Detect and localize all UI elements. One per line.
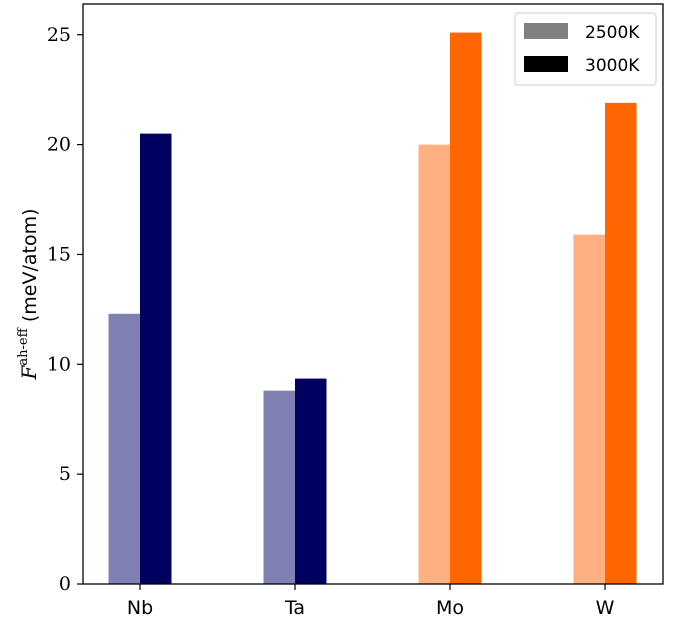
bar-mo-2500k bbox=[418, 144, 450, 584]
bar-w-3000k bbox=[605, 102, 637, 584]
y-axis-label: Fah-eff (meV/atom) bbox=[16, 209, 41, 381]
y-tick-label-15: 15 bbox=[47, 243, 71, 265]
x-axis: Nb Ta Mo W bbox=[127, 584, 615, 619]
bar-mo-3000k bbox=[450, 32, 482, 584]
y-axis: 0 5 10 15 20 25 bbox=[47, 24, 83, 595]
y-tick-label-25: 25 bbox=[47, 24, 71, 46]
ylabel-superscript: ah-eff bbox=[16, 326, 31, 365]
x-tick-label-mo: Mo bbox=[436, 597, 464, 619]
y-tick-label-0: 0 bbox=[59, 573, 71, 595]
x-tick-label-ta: Ta bbox=[284, 597, 305, 619]
bar-w-2500k bbox=[573, 234, 605, 584]
plot-frame bbox=[82, 3, 664, 585]
legend-swatch-2500k bbox=[524, 23, 568, 39]
bar-ta-3000k bbox=[295, 378, 327, 584]
svg-text:Fah-eff(meV/atom): Fah-eff (meV/atom) bbox=[16, 209, 41, 381]
legend-swatch-3000k bbox=[524, 56, 568, 72]
y-tick-label-20: 20 bbox=[47, 134, 71, 156]
ylabel-symbol: F bbox=[17, 365, 41, 381]
legend-label-2500k: 2500K bbox=[585, 23, 640, 43]
ylabel-units: (meV/atom) bbox=[19, 209, 41, 323]
bar-nb-3000k bbox=[140, 133, 172, 584]
x-tick-label-w: W bbox=[596, 597, 615, 619]
x-tick-label-nb: Nb bbox=[127, 597, 153, 619]
bar-ta-2500k bbox=[263, 390, 295, 584]
legend: 2500K 3000K bbox=[514, 12, 657, 86]
y-tick-label-10: 10 bbox=[47, 353, 71, 375]
y-tick-label-5: 5 bbox=[59, 463, 71, 485]
legend-label-3000k: 3000K bbox=[585, 56, 640, 76]
bars-group bbox=[108, 32, 637, 584]
bar-nb-2500k bbox=[108, 313, 140, 584]
